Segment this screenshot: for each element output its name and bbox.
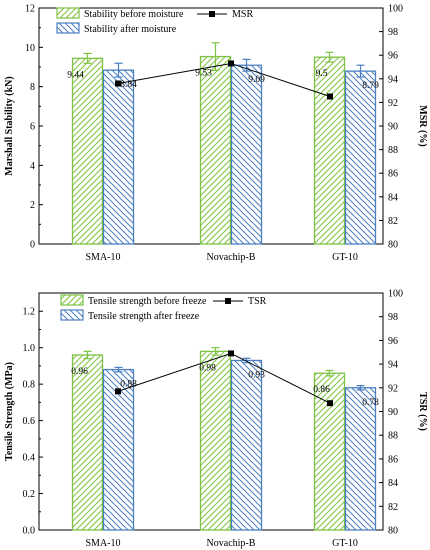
data-label: 9.09 [248,75,265,85]
data-label: 0.93 [248,370,265,380]
bar-before [199,350,232,531]
bar-series-group [71,42,377,245]
y-tick-label: 10 [25,43,35,54]
marshall-stability-chart: 0 2 4 6 8 10 12 80 82 84 86 88 90 92 94 96 98 100 Marshall… [4,4,428,264]
bar-after [230,64,263,245]
legend: Tensile strength before freeze Tensile st… [60,294,267,322]
y2-tick-label: 98 [388,312,398,323]
bar-after [230,359,263,531]
data-label: 9.44 [67,70,84,80]
y-tick-label: 0.4 [23,453,36,464]
data-label: 8.79 [362,81,379,91]
y2-axis-title: MSR (%) [417,105,428,146]
bar-before [71,57,104,245]
y-tick-label: 0.2 [23,489,36,500]
legend-label: Tensile strength before freeze [88,296,207,307]
y2-tick-label: 80 [388,240,398,251]
y-tick-label: 1.2 [23,307,36,318]
bar-after [102,69,135,245]
y2-tick-label: 90 [388,122,398,133]
ratio-point [327,93,333,100]
bar-series-group [71,347,377,531]
y2-tick-label: 98 [388,27,398,38]
y-tick-label: 0.8 [23,380,36,391]
tensile-strength-chart: 0.0 0.2 0.4 0.6 0.8 1.0 1.2 80 82 84 86 88 90 92 94 96 9… [4,289,428,550]
legend-label: Stability before moisture [84,9,184,20]
data-label: 0.98 [199,363,216,373]
y-tick-label: 12 [25,4,35,15]
y2-tick-label: 94 [388,74,398,85]
y2-tick-label: 94 [388,360,398,371]
y2-tick-label: 84 [388,192,398,203]
data-label: 8.84 [120,80,137,90]
y-tick-label: 0.6 [23,416,36,427]
y-axis-title: Marshall Stability (kN) [4,76,15,175]
bar-before [71,354,104,531]
ratio-point [115,80,121,87]
y-tick-label: 8 [30,82,35,93]
y-tick-label: 0 [30,240,35,251]
legend-marker [225,298,231,304]
y-tick-label: 2 [30,200,35,211]
y-axis-left: 0 2 4 6 8 10 12 [25,4,43,251]
bar-after [344,70,377,245]
legend-swatch [60,309,84,321]
legend-swatch [60,294,84,306]
bar-before [199,55,232,245]
data-label: 9.53 [195,69,212,79]
ratio-point [228,60,234,67]
legend-marker [209,11,215,17]
data-label: 0.86 [313,385,330,395]
data-label: 0.96 [71,367,88,377]
y2-axis-title: TSR (%) [417,392,428,431]
y2-tick-label: 88 [388,431,398,442]
x-tick-label: GT-10 [332,538,358,549]
x-tick-label: GT-10 [332,252,358,263]
data-label: 0.88 [120,380,137,390]
y2-tick-label: 96 [388,51,398,62]
y2-tick-label: 84 [388,478,398,489]
y-axis-right: 80 82 84 86 88 90 92 94 96 98 100 [379,4,403,251]
ratio-point [327,400,333,407]
x-tick-label: Novachip-B [207,252,256,263]
bar-before [313,372,346,531]
y2-tick-label: 90 [388,407,398,418]
y2-tick-label: 86 [388,454,398,465]
y-tick-label: 1.0 [23,343,36,354]
data-label: 0.78 [362,398,379,408]
y-tick-label: 6 [30,122,35,133]
ratio-point [115,388,121,395]
y2-tick-label: 96 [388,336,398,347]
y2-tick-label: 92 [388,98,398,109]
legend-swatch [56,7,80,19]
y2-tick-label: 92 [388,383,398,394]
y2-tick-label: 80 [388,526,398,537]
bar-before [313,56,346,245]
y2-tick-label: 82 [388,216,398,227]
legend-swatch [56,22,80,34]
ratio-point [228,350,234,357]
y-tick-label: 0.0 [23,526,36,537]
y2-tick-label: 82 [388,502,398,513]
y2-tick-label: 86 [388,169,398,180]
y2-tick-label: 100 [388,289,403,300]
legend-label: Stability after moisture [84,24,177,35]
y-axis-title: Tensile Strength (MPa) [4,362,15,461]
bar-after [344,387,377,531]
y2-tick-label: 100 [388,4,403,15]
legend-label: Tensile strength after freeze [88,311,200,322]
legend-label: MSR [232,9,253,20]
y-axis-left: 0.0 0.2 0.4 0.6 0.8 1.0 1.2 [23,307,43,537]
y-tick-label: 4 [30,161,35,172]
x-tick-label: SMA-10 [85,252,120,263]
x-tick-label: SMA-10 [85,538,120,549]
legend: Stability before moisture Stability after… [56,7,253,35]
y2-tick-label: 88 [388,145,398,156]
x-tick-label: Novachip-B [207,538,256,549]
data-label: 9.5 [316,69,328,79]
legend-label: TSR [248,296,267,307]
y-axis-right: 80 82 84 86 88 90 92 94 96 98 100 [379,289,403,537]
bar-after [102,368,135,531]
